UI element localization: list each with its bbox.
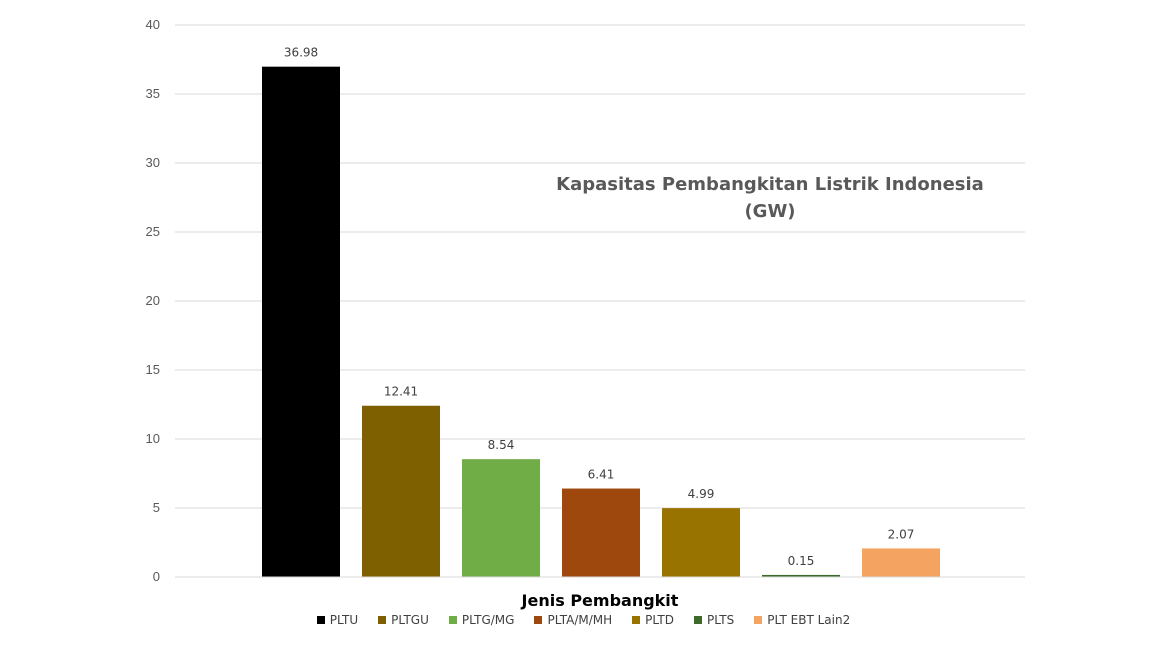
legend-label: PLTS xyxy=(707,613,735,627)
legend-item: PLTS xyxy=(694,613,734,627)
legend-swatch xyxy=(448,616,457,624)
bar-plts xyxy=(762,574,840,577)
bar-chart: 0 5 10 15 20 25 30 35 40 36.98 12.41 8.54 6.41 4.99 0… xyxy=(146,17,1025,610)
legend-swatch xyxy=(378,616,387,624)
legend-swatch xyxy=(632,616,641,624)
y-tick-label: 0 xyxy=(153,569,160,584)
y-tick-label: 40 xyxy=(146,17,160,32)
y-tick-label: 5 xyxy=(153,500,160,515)
bar-pltg-mg xyxy=(462,459,540,577)
legend-item: PLTG/MG xyxy=(448,613,515,627)
legend-swatch xyxy=(754,616,763,624)
y-axis-tick-labels: 0 5 10 15 20 25 30 35 40 xyxy=(146,17,160,584)
data-labels: 36.98 12.41 8.54 6.41 4.99 0.15 2.07 xyxy=(284,46,915,568)
y-tick-label: 30 xyxy=(146,155,160,170)
bars xyxy=(262,66,940,578)
legend-item: PLTGU xyxy=(378,613,429,627)
y-tick-label: 25 xyxy=(146,224,160,239)
legend-label: PLTG/MG xyxy=(461,613,515,627)
legend-label: PLT EBT Lain2 xyxy=(767,613,851,627)
data-label: 2.07 xyxy=(888,527,915,541)
y-tick-label: 35 xyxy=(146,86,160,101)
legend: PLTU PLTGU PLTG/MG PLTA/M/MH PLTD PLTS PLT EBT… xyxy=(0,613,1167,627)
y-tick-label: 10 xyxy=(146,431,160,446)
bar-pltd xyxy=(662,508,740,577)
chart-title-line-1: Kapasitas Pembangkitan Listrik Indonesia xyxy=(556,174,984,195)
x-axis-label: Jenis Pembangkit xyxy=(521,591,679,610)
legend-swatch xyxy=(316,616,325,624)
legend-item: PLTU xyxy=(316,613,359,627)
legend-swatch xyxy=(534,616,543,624)
data-label: 0.15 xyxy=(788,554,815,568)
y-tick-label: 20 xyxy=(146,293,160,308)
chart-title-line-2: (GW) xyxy=(744,201,795,222)
data-label: 8.54 xyxy=(488,438,515,452)
data-label: 6.41 xyxy=(588,468,615,482)
legend-item: PLTD xyxy=(632,613,674,627)
bar-pltgu xyxy=(362,405,440,577)
data-label: 12.41 xyxy=(384,385,418,399)
legend-item: PLTA/M/MH xyxy=(534,613,612,627)
legend-label: PLTA/M/MH xyxy=(547,613,613,627)
legend-label: PLTGU xyxy=(391,613,429,627)
bar-plta-m-mh xyxy=(562,488,640,577)
bar-plt-ebt-lain2 xyxy=(862,548,940,577)
legend-item: PLT EBT Lain2 xyxy=(754,613,850,627)
y-tick-label: 15 xyxy=(146,362,160,377)
data-label: 4.99 xyxy=(688,487,715,501)
legend-swatch xyxy=(694,616,702,624)
legend-label: PLTU xyxy=(329,613,359,627)
legend-label: PLTD xyxy=(645,613,674,627)
data-label: 36.98 xyxy=(284,46,318,60)
bar-pltu xyxy=(262,66,340,578)
